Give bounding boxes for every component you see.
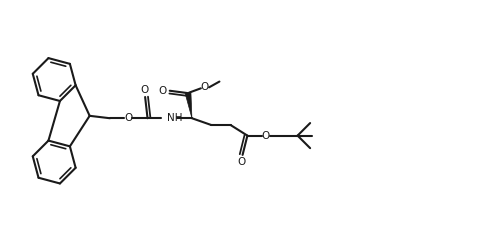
Text: O: O	[262, 131, 270, 141]
Polygon shape	[185, 93, 192, 118]
Text: O: O	[201, 82, 209, 92]
Text: O: O	[124, 113, 133, 123]
Text: O: O	[159, 86, 167, 96]
Text: O: O	[140, 85, 148, 95]
Text: O: O	[237, 157, 246, 167]
Text: NH: NH	[167, 113, 182, 123]
